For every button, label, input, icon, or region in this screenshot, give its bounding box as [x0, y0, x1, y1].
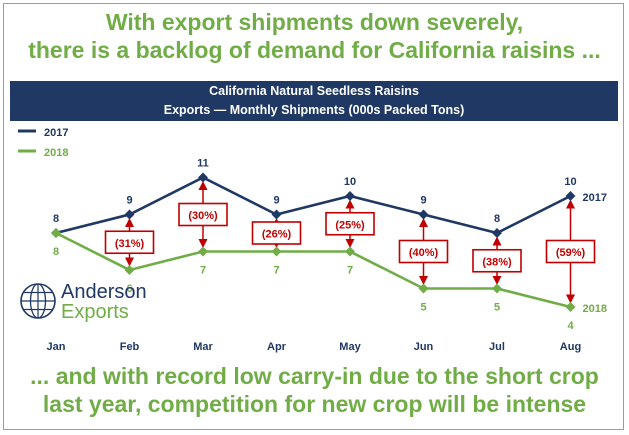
value-label-2018-aug: 4 [567, 320, 574, 332]
change-label-may: (25%) [335, 219, 365, 231]
series-line-2017 [55, 176, 572, 235]
x-tick-jun: Jun [414, 341, 434, 353]
change-label-jun: (40%) [409, 247, 439, 259]
point-2017-mar [198, 172, 208, 183]
change-box-jun [398, 239, 449, 264]
value-label-2017-mar: 11 [197, 158, 209, 170]
x-tick-may: May [339, 341, 361, 353]
change-box-apr [251, 221, 302, 245]
point-2018-jan [51, 228, 61, 238]
change-label-mar: (30%) [188, 210, 218, 222]
point-2018-may [345, 246, 355, 257]
value-label-2018-may: 7 [347, 265, 353, 277]
headline-top-line-1: With export shipments down severely, [105, 9, 524, 35]
chart-subtitle: Exports — Monthly Shipments (000s Packed… [163, 103, 465, 117]
value-label-2017-jun: 9 [420, 195, 426, 207]
change-box-aug [545, 239, 596, 264]
headline-bottom-line-2: last year, competition for new crop will… [42, 391, 587, 417]
point-2017-aug [565, 191, 576, 201]
point-2017-jun [418, 209, 429, 220]
legend-label-2018: 2018 [44, 147, 68, 159]
change-label-jul: (38%) [482, 256, 512, 268]
point-2017-may [345, 191, 355, 201]
chart-frame [3, 3, 624, 430]
value-label-2017-may: 10 [344, 176, 356, 188]
change-label-aug: (59%) [556, 247, 586, 259]
change-box-feb [104, 230, 155, 255]
chart-title: California Natural Seedless Raisins [209, 84, 419, 98]
x-tick-jan: Jan [47, 341, 66, 353]
value-label-2017-aug: 10 [564, 176, 576, 188]
x-tick-aug: Aug [560, 341, 581, 353]
logo-line-2: Exports [61, 301, 129, 323]
value-label-2018-apr: 7 [273, 265, 279, 277]
value-label-2018-jul: 5 [494, 302, 500, 314]
point-2017-jul [492, 228, 502, 238]
point-2018-feb [124, 265, 135, 275]
change-label-apr: (26%) [262, 229, 292, 241]
series-lines [55, 176, 572, 309]
change-box-jul [472, 248, 522, 273]
value-label-2018-jun: 5 [420, 302, 426, 314]
value-label-2017-jul: 8 [494, 213, 500, 225]
value-label-2017-apr: 9 [273, 195, 279, 207]
logo: Anderson Exports [20, 281, 147, 323]
end-label-2017: 2017 [583, 192, 607, 204]
point-2018-jun [418, 283, 429, 294]
change-box-mar [178, 202, 228, 227]
point-2018-jul [492, 283, 502, 294]
x-tick-mar: Mar [193, 341, 213, 353]
globe-icon [20, 283, 56, 319]
headline-top: With export shipments down severely, the… [0, 8, 629, 64]
value-label-2018-mar: 7 [200, 265, 206, 277]
logo-line-1: Anderson [61, 281, 147, 303]
data-points [51, 172, 576, 312]
value-label-2018-jan: 8 [53, 246, 59, 258]
series-line-2018 [55, 231, 571, 309]
x-tick-apr: Apr [267, 341, 287, 353]
value-label-2018-feb: 6 [126, 283, 132, 295]
change-arrows: (31%) (30%) (26%) (25%) (40%) (38%) (59%) [104, 181, 596, 304]
headline-top-line-2: there is a backlog of demand for Califor… [28, 37, 601, 63]
point-2017-apr [271, 209, 282, 220]
point-2018-aug [565, 302, 576, 312]
data-labels: 8 9 11 9 10 9 8 10 8 6 7 7 7 5 5 4 2017 2018 [53, 158, 607, 333]
change-box-may [325, 211, 375, 236]
x-tick-feb: Feb [120, 341, 140, 353]
end-label-2018: 2018 [583, 303, 607, 315]
x-axis: Jan Feb Mar Apr May Jun Jul Aug [47, 341, 582, 353]
chart-title-banner: California Natural Seedless Raisins Expo… [10, 81, 618, 121]
x-tick-jul: Jul [489, 341, 505, 353]
change-label-feb: (31%) [115, 238, 145, 250]
legend: 2017 2018 [18, 127, 68, 159]
headline-bottom-line-1: ... and with record low carry-in due to … [30, 363, 599, 389]
headline-bottom: ... and with record low carry-in due to … [0, 362, 629, 418]
point-2017-feb [124, 209, 135, 220]
point-2018-mar [198, 246, 208, 257]
point-2018-apr [271, 246, 282, 257]
legend-label-2017: 2017 [44, 127, 68, 139]
value-label-2017-jan: 8 [53, 213, 59, 225]
value-label-2017-feb: 9 [126, 195, 132, 207]
